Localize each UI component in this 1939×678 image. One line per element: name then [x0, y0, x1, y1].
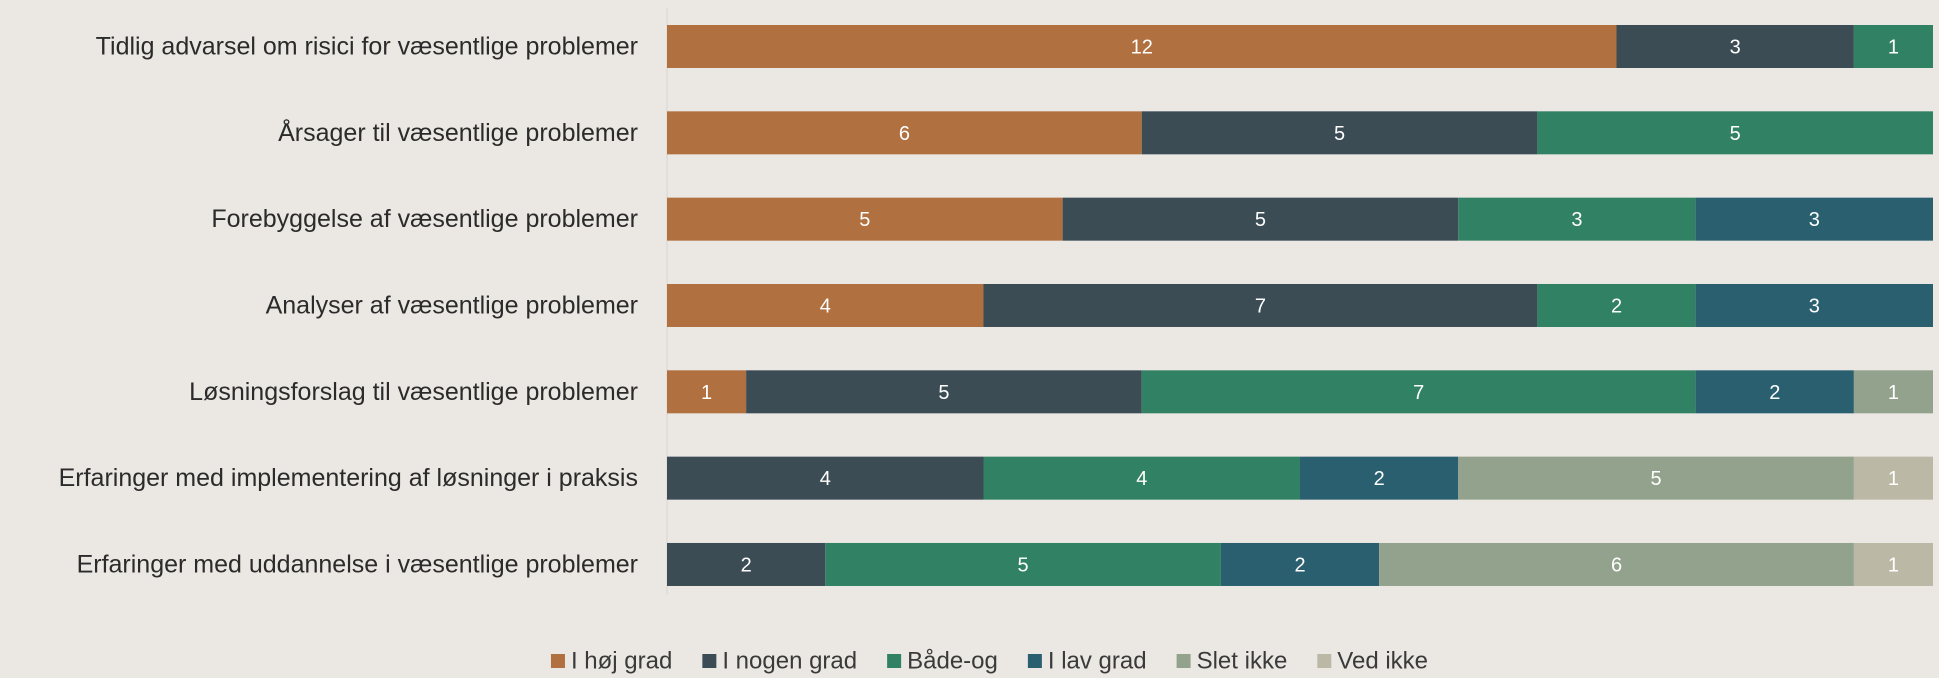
category-label: Forebyggelse af væsentlige problemer — [211, 205, 638, 233]
bar-segment — [667, 111, 1142, 155]
bar-segment — [1537, 111, 1933, 155]
data-label: 5 — [1334, 123, 1345, 145]
data-label: 2 — [1294, 554, 1305, 576]
data-label: 5 — [1730, 123, 1741, 145]
data-label: 3 — [1809, 295, 1820, 317]
category-label: Løsningsforslag til væsentlige problemer — [189, 378, 638, 406]
bar-segment — [1141, 111, 1538, 155]
data-label: 6 — [899, 123, 910, 145]
data-label: 2 — [741, 554, 752, 576]
data-label: 4 — [1136, 468, 1147, 490]
bar-segment — [667, 370, 747, 414]
legend-label: I lav grad — [1048, 648, 1147, 675]
bar-segment — [1458, 456, 1854, 500]
bar-segment — [1537, 283, 1696, 327]
bar-segment — [983, 283, 1538, 327]
data-label: 7 — [1255, 295, 1266, 317]
bar-segment — [1853, 370, 1933, 414]
data-label: 3 — [1809, 209, 1820, 231]
bar-segment — [667, 25, 1617, 68]
bar-segment — [1853, 456, 1933, 500]
legend-swatch — [1027, 654, 1042, 668]
bar-segment — [1062, 197, 1459, 241]
data-label: 5 — [1018, 554, 1029, 576]
legend: I høj grad I nogen grad Både-og I lav grad S… — [550, 648, 1428, 675]
data-label: 1 — [1888, 37, 1899, 59]
bar-segment — [1695, 283, 1933, 327]
bar-segment — [1853, 542, 1933, 586]
legend-swatch — [1317, 654, 1332, 668]
category-label: Tidlig advarsel om risici for væsentlige… — [96, 33, 638, 61]
data-label: 5 — [859, 209, 870, 231]
bar-segment — [1695, 370, 1854, 414]
category-label: Erfaringer med uddannelse i væsentlige p… — [77, 550, 638, 578]
data-label: 1 — [1888, 554, 1899, 576]
category-label: Analyser af væsentlige problemer — [266, 291, 638, 319]
data-label: 2 — [1611, 295, 1622, 317]
bar-segment — [1853, 25, 1933, 68]
data-label: 1 — [701, 382, 712, 404]
bar-segment — [825, 542, 1221, 586]
bar-segment — [1695, 197, 1933, 241]
legend-label: Slet ikke — [1197, 648, 1288, 675]
legend-label: I nogen grad — [722, 648, 857, 675]
legend-label: Ved ikke — [1337, 648, 1428, 675]
bar-segment — [1141, 370, 1696, 414]
category-label: Årsager til væsentlige problemer — [278, 117, 638, 147]
bar-segment — [1616, 25, 1854, 68]
data-label: 7 — [1413, 382, 1424, 404]
bar-segment — [1379, 542, 1854, 586]
legend-swatch — [550, 654, 565, 668]
legend-label: Både-og — [907, 648, 998, 675]
data-label: 6 — [1611, 554, 1622, 576]
data-label: 2 — [1374, 468, 1385, 490]
bar-segment — [667, 197, 1063, 241]
legend-swatch — [887, 654, 902, 668]
data-label: 5 — [1651, 468, 1662, 490]
data-label: 3 — [1571, 209, 1582, 231]
bar-segment — [983, 456, 1300, 500]
data-label: 5 — [1255, 209, 1266, 231]
data-label: 4 — [820, 468, 831, 490]
data-label: 1 — [1888, 468, 1899, 490]
bar-segment — [1300, 456, 1459, 500]
data-label: 1 — [1888, 382, 1899, 404]
legend-swatch — [702, 654, 717, 668]
bar-segment — [1220, 542, 1380, 586]
legend-swatch — [1176, 654, 1191, 668]
category-label: Erfaringer med implementering af løsning… — [59, 464, 638, 492]
legend-label: I høj grad — [571, 648, 672, 675]
data-label: 2 — [1769, 382, 1780, 404]
data-label: 5 — [938, 382, 949, 404]
bar-segment — [667, 542, 826, 586]
bar-segment — [746, 370, 1142, 414]
data-label: 12 — [1131, 37, 1153, 59]
bar-segment — [667, 456, 984, 500]
bar-segment — [1458, 197, 1696, 241]
data-label: 3 — [1730, 37, 1741, 59]
data-label: 4 — [820, 295, 831, 317]
bar-segment — [667, 283, 984, 327]
